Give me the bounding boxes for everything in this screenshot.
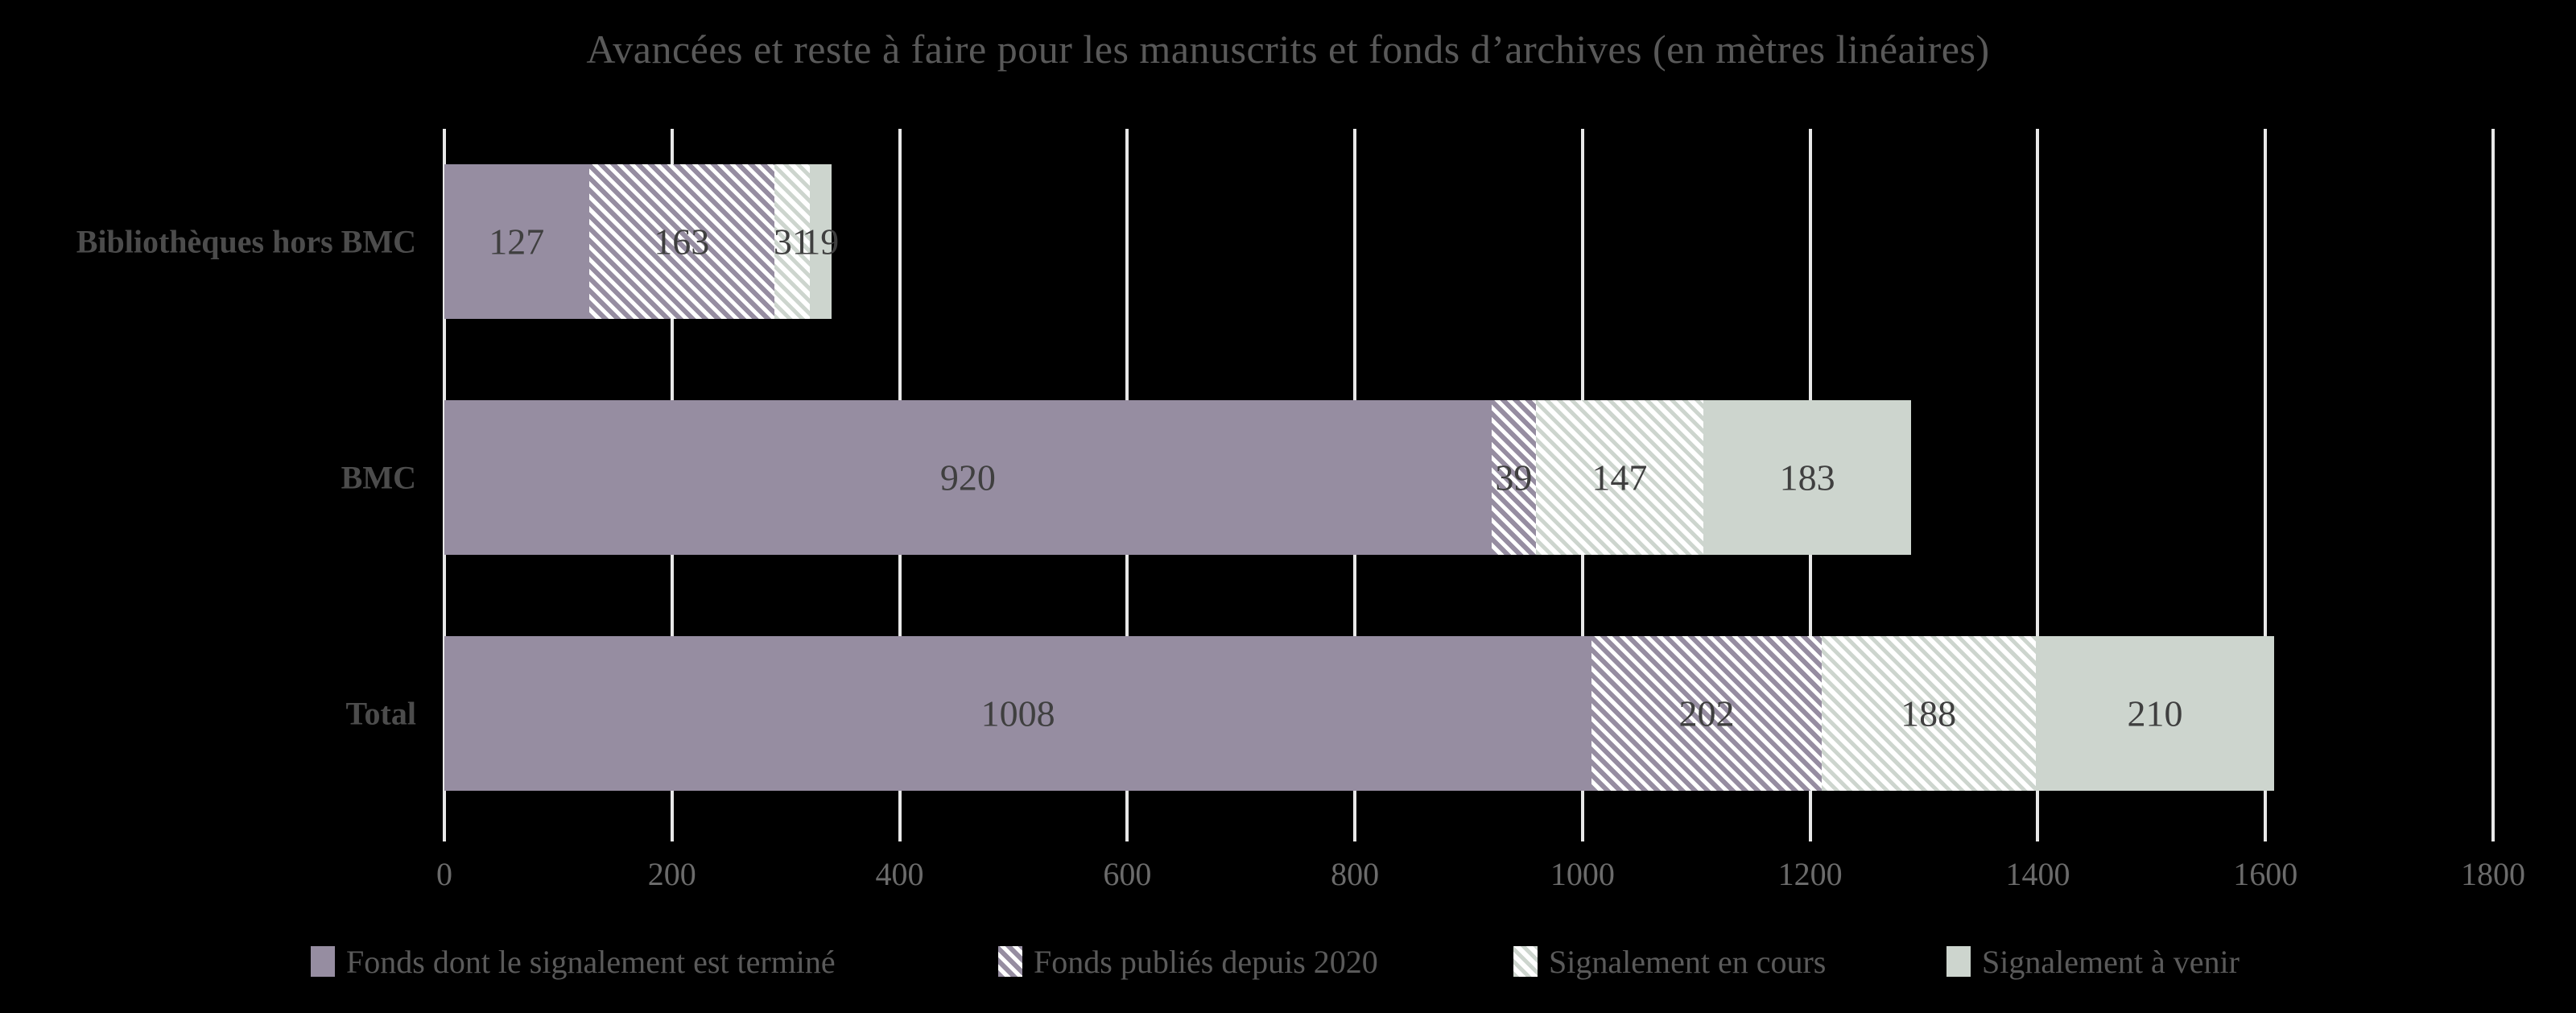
legend-swatch-icon [1946,946,1971,977]
legend-swatch-icon [1513,946,1538,977]
gridline-1600 [2264,129,2268,841]
bar-value-label: 19 [802,221,840,263]
bar-segment: 127 [444,164,589,319]
legend: Fonds dont le signalement est terminé Fon… [0,941,2576,982]
x-tick-label-0: 0 [436,856,452,892]
legend-item: Signalement à venir [1946,941,2240,982]
legend-item: Signalement en cours [1513,941,1826,982]
bar-value-label: 147 [1591,457,1648,498]
x-tick-label-400: 400 [875,856,924,892]
bar-segment: 147 [1535,400,1703,555]
bar-row: 920 39 147 183 [444,400,2493,555]
bar-segment: 202 [1591,636,1822,791]
bar-value-label: 183 [1779,457,1835,498]
legend-label: Signalement en cours [1549,943,1827,980]
x-tick-label-200: 200 [647,856,696,892]
bars-layer: 127 163 31 19 920 39 147 183 1008 202 188 210 [444,129,2493,841]
bar-segment: 188 [1821,636,2036,791]
gridline-1800 [2491,129,2495,841]
bar-value-label: 163 [654,221,710,263]
bar-segment: 31 [773,164,811,319]
category-label: Bibliothèques hors BMC [76,223,416,260]
legend-item: Fonds dont le signalement est terminé [311,941,836,982]
category-label: BMC [341,459,416,496]
x-tick-label-600: 600 [1103,856,1152,892]
x-tick-label-1200: 1200 [1777,856,1843,892]
category-axis: Bibliothèques hors BMC BMC Total [0,0,424,1013]
bar-value-label: 31 [773,221,811,263]
x-axis: 0 200 400 600 800 1000 1200 1400 1600 1800 [436,855,2525,895]
x-tick-label-800: 800 [1331,856,1380,892]
bar-segment: 183 [1703,400,1912,555]
bar-segment: 920 [444,400,1492,555]
bar-segment: 1008 [444,636,1592,791]
x-tick-label-1600: 1600 [2233,856,2298,892]
bar-value-label: 1008 [980,693,1055,734]
bar-value-label: 210 [2127,693,2183,734]
bar-value-label: 188 [1901,693,1957,734]
legend-label: Signalement à venir [1982,943,2240,980]
bar-value-label: 920 [939,457,996,498]
legend-swatch-icon [311,946,335,977]
x-tick-label-1800: 1800 [2461,856,2525,892]
bar-value-label: 127 [489,221,545,263]
x-tick-label-1000: 1000 [1550,856,1615,892]
legend-label: Fonds publiés depuis 2020 [1034,943,1378,980]
legend-label: Fonds dont le signalement est terminé [346,943,836,980]
bar-row: 127 163 31 19 [444,164,2493,319]
bar-segment: 19 [802,164,839,319]
x-tick-label-1400: 1400 [2005,856,2070,892]
bar-value-label: 39 [1495,457,1533,498]
bar-segment: 210 [2035,636,2275,791]
gridline-1400 [2036,129,2040,841]
bar-segment: 39 [1491,400,1536,555]
bar-value-label: 202 [1678,693,1735,734]
bar-segment: 163 [588,164,775,319]
legend-swatch-icon [998,946,1022,977]
legend-item: Fonds publiés depuis 2020 [998,941,1378,982]
chart-title: Avancées et reste à faire pour les manus… [586,27,1990,72]
category-label: Total [345,695,416,732]
plot-area: 127 163 31 19 920 39 147 183 1008 202 188 210 [443,129,2495,841]
bar-row: 1008 202 188 210 [444,636,2493,791]
